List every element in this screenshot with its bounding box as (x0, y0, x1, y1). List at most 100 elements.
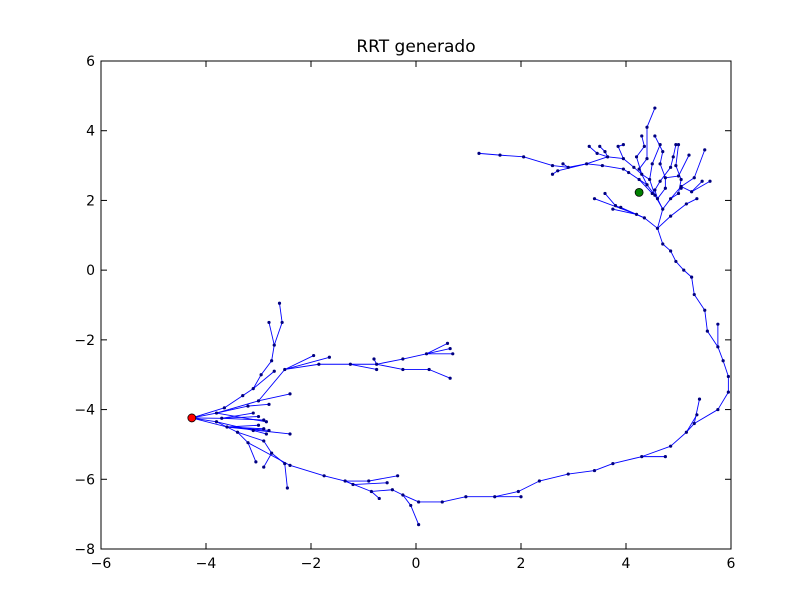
rrt-node (246, 404, 250, 408)
rrt-node (669, 197, 673, 201)
rrt-edge (644, 217, 658, 229)
rrt-edge (670, 156, 674, 168)
rrt-node (655, 197, 660, 201)
rrt-node (246, 441, 250, 445)
rrt-node (277, 301, 282, 305)
rrt-edge (260, 360, 272, 375)
rrt-node (634, 212, 639, 216)
rrt-node (690, 275, 694, 279)
rrt-edge (402, 494, 412, 506)
rrt-node (270, 451, 274, 455)
rrt-node (259, 373, 263, 377)
rrt-node (272, 369, 276, 373)
rrt-node (663, 186, 667, 190)
rrt-node (264, 432, 268, 436)
x-tick-label: 4 (622, 556, 631, 572)
x-tick-label: −4 (196, 556, 217, 572)
rrt-edge (216, 400, 259, 414)
y-tick-label: 2 (86, 193, 95, 209)
rrt-edge (494, 491, 519, 498)
rrt-node (697, 397, 702, 401)
rrt-edge (693, 399, 700, 424)
rrt-node (663, 455, 667, 459)
rrt-node (375, 367, 379, 372)
rrt-node (640, 172, 644, 176)
rrt-edge (649, 163, 653, 180)
rrt-edge (675, 144, 679, 166)
rrt-edge (284, 463, 288, 489)
rrt-node (676, 174, 681, 178)
rrt-edge (273, 322, 283, 346)
rrt-edge (586, 156, 608, 165)
rrt-node (611, 207, 615, 211)
rrt-edge (402, 494, 419, 503)
rrt-node (653, 193, 657, 197)
rrt-edge (722, 360, 729, 377)
rrt-node (451, 352, 455, 356)
rrt-edge (284, 363, 319, 370)
rrt-node (661, 242, 665, 246)
y-tick-label: 0 (86, 263, 95, 279)
rrt-edge (665, 175, 679, 179)
x-tick-label: −6 (91, 556, 112, 572)
rrt-node (669, 214, 673, 218)
rrt-edge (623, 158, 635, 168)
rrt-edge (226, 426, 291, 435)
rrt-edge (657, 209, 664, 229)
rrt-node (285, 486, 289, 490)
rrt-node (661, 207, 665, 211)
rrt-edge (636, 156, 643, 175)
rrt-node (587, 144, 591, 148)
rrt-edge (654, 181, 661, 191)
rrt-edge (636, 146, 645, 158)
rrt-node (372, 357, 376, 361)
rrt-node (283, 462, 287, 466)
rrt-edge (670, 250, 677, 262)
rrt-node (550, 163, 555, 168)
rrt-node (522, 155, 526, 159)
rrt-edge (628, 172, 640, 180)
rrt-node (498, 153, 502, 157)
rrt-edge (594, 463, 614, 471)
rrt-node (283, 367, 287, 372)
rrt-node (653, 188, 657, 192)
rrt-edge (271, 452, 286, 464)
rrt-edge (717, 346, 724, 361)
rrt-node (448, 376, 452, 380)
rrt-node (674, 259, 678, 264)
rrt-edge (638, 158, 648, 170)
rrt-edge (693, 294, 706, 311)
rrt-edge (588, 146, 598, 154)
rrt-node (611, 462, 615, 466)
rrt-node (401, 367, 405, 372)
rrt-node (367, 479, 371, 483)
rrt-edge (672, 144, 677, 157)
rrt-edge (557, 163, 587, 172)
x-tick-label: 2 (517, 556, 526, 572)
rrt-node (642, 216, 646, 220)
rrt-edge (670, 203, 687, 217)
rrt-edge (633, 166, 643, 175)
rrt-node (256, 414, 261, 419)
rrt-node (663, 176, 667, 180)
rrt-node (695, 413, 699, 417)
rrt-edge (271, 345, 275, 361)
rrt-node (377, 496, 381, 501)
rrt-edge (612, 456, 642, 465)
rrt-node (650, 162, 654, 166)
rrt-node (390, 488, 394, 492)
rrt-node (679, 186, 683, 190)
rrt-edge (350, 363, 377, 370)
rrt-node (708, 179, 712, 183)
rrt-edge (368, 475, 398, 482)
rrt-edge (568, 470, 595, 475)
rrt-edge (426, 348, 451, 355)
rrt-node (440, 500, 444, 504)
rrt-node (477, 151, 481, 155)
rrt-node (648, 177, 652, 182)
rrt-edge (252, 374, 262, 389)
y-tick-label: −6 (74, 472, 95, 488)
rrt-node (220, 416, 224, 420)
rrt-node (703, 148, 707, 152)
rrt-nodes (190, 106, 730, 527)
